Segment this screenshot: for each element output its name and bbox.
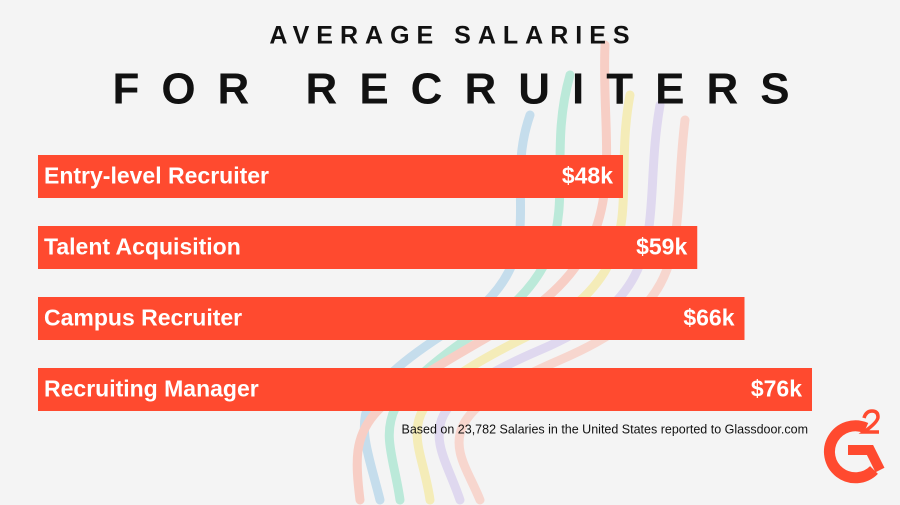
g2-logo (824, 409, 885, 484)
category-label: Talent Acquisition (44, 234, 241, 260)
category-label: Campus Recruiter (44, 305, 242, 331)
logo-g-bar (848, 445, 885, 473)
category-label: Entry-level Recruiter (44, 163, 269, 189)
logo-g (824, 420, 878, 484)
bar (38, 297, 745, 340)
value-label: $59k (636, 234, 687, 260)
bars: Entry-level Recruiter $48k Talent Acquisit… (38, 155, 812, 411)
value-label: $66k (683, 305, 734, 331)
category-label: Recruiting Manager (44, 376, 259, 402)
logo-2 (858, 409, 880, 434)
subtitle: FOR RECRUITERS (112, 65, 811, 114)
value-label: $48k (562, 163, 613, 189)
footnote: Based on 23,782 Salaries in the United S… (402, 422, 809, 436)
value-label: $76k (751, 376, 802, 402)
bar (38, 368, 812, 411)
bar (38, 155, 623, 198)
bar (38, 226, 698, 269)
title: AVERAGE SALARIES (269, 22, 636, 50)
